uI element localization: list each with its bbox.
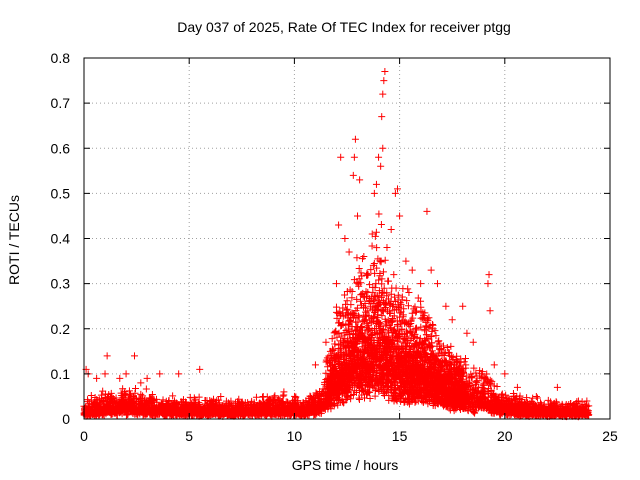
data-point	[444, 348, 452, 356]
data-point	[355, 265, 363, 273]
data-point	[405, 289, 413, 297]
data-point	[142, 385, 150, 393]
data-point	[125, 387, 133, 395]
data-point	[252, 393, 260, 401]
data-point	[332, 303, 340, 311]
data-point	[373, 244, 381, 252]
data-point	[112, 394, 120, 402]
data-point	[381, 256, 389, 264]
data-point	[423, 315, 431, 323]
data-point	[270, 393, 278, 401]
data-point	[173, 399, 181, 407]
data-point	[84, 397, 92, 405]
data-point	[461, 354, 469, 362]
data-point	[403, 297, 411, 305]
data-point	[390, 271, 398, 279]
data-point	[137, 390, 145, 398]
data-point	[131, 389, 139, 397]
data-point	[368, 242, 376, 250]
data-point	[186, 393, 194, 401]
data-point	[132, 385, 140, 393]
data-point	[353, 295, 361, 303]
data-point	[139, 392, 147, 400]
data-point	[271, 392, 279, 400]
data-point	[377, 221, 385, 229]
data-point	[96, 402, 104, 410]
data-point	[447, 342, 455, 350]
data-point	[498, 390, 506, 398]
data-point	[353, 254, 361, 262]
grid-lines	[84, 58, 610, 419]
data-point	[169, 392, 177, 400]
data-point	[215, 399, 223, 407]
data-point	[392, 284, 400, 292]
data-point	[372, 228, 380, 236]
data-point	[195, 393, 203, 401]
data-point	[191, 396, 199, 404]
data-point	[379, 268, 387, 276]
data-point	[294, 397, 302, 405]
data-point	[404, 285, 412, 293]
data-point	[347, 301, 355, 309]
data-point	[181, 398, 189, 406]
data-point	[364, 271, 372, 279]
data-point	[159, 396, 167, 404]
data-point	[120, 389, 128, 397]
data-point	[153, 398, 161, 406]
data-point	[375, 210, 383, 218]
data-point	[384, 277, 392, 285]
data-point	[292, 393, 300, 401]
data-point	[394, 291, 402, 299]
data-points	[80, 68, 593, 421]
data-point	[343, 305, 351, 313]
data-point	[148, 391, 156, 399]
